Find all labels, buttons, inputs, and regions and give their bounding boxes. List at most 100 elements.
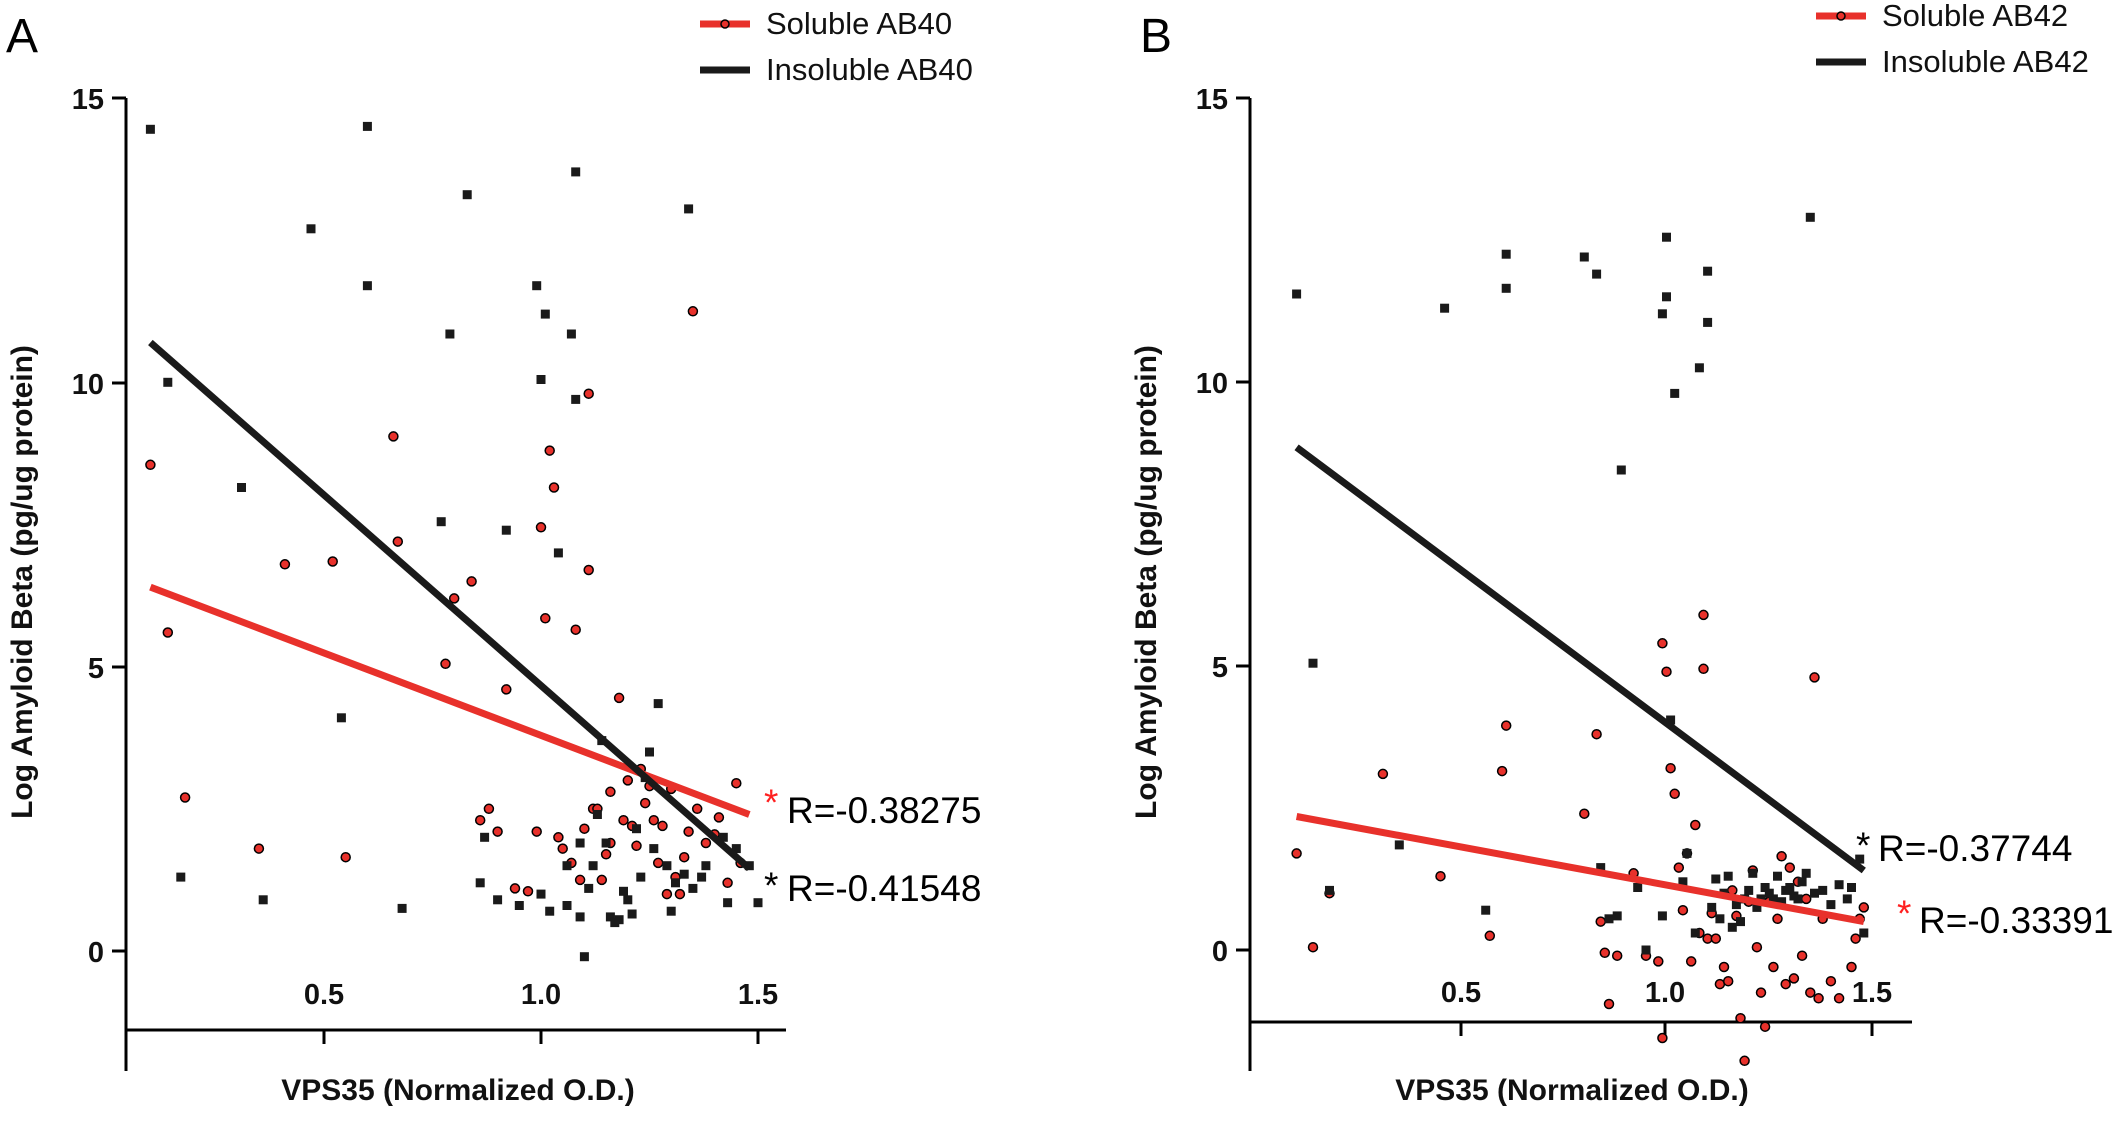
data-point-insoluble-ab42	[1657, 309, 1667, 319]
data-point-insoluble-ab40	[532, 281, 542, 291]
data-point-insoluble-ab40	[684, 204, 694, 214]
data-point-insoluble-ab42	[1810, 888, 1819, 898]
data-point-insoluble-ab40	[480, 832, 490, 842]
panel-a: A Soluble AB40 Insoluble AB40 15 10 5 0	[6, 6, 981, 1107]
r-annotation-soluble-ab42: * R=-0.33391	[1897, 893, 2113, 941]
data-point-insoluble-ab40	[237, 483, 246, 492]
legend-marker-soluble-ab40	[720, 19, 730, 29]
data-point-soluble-ab42	[1669, 788, 1680, 800]
data-point-insoluble-ab42	[1731, 900, 1741, 910]
data-point-soluble-ab40	[574, 874, 586, 886]
data-point-insoluble-ab42	[1859, 928, 1869, 938]
data-point-soluble-ab42	[1768, 961, 1779, 973]
data-point-insoluble-ab40	[662, 861, 672, 871]
data-point-soluble-ab40	[700, 837, 712, 849]
data-point-insoluble-ab40	[753, 898, 763, 908]
data-point-insoluble-ab42	[1727, 922, 1737, 932]
x-ticks-b: 0.5 1.0 1.5	[1441, 977, 1892, 1036]
data-point-insoluble-ab42	[1760, 883, 1770, 892]
x-tick-label-b: 0.5	[1441, 977, 1481, 1009]
data-point-insoluble-ab40	[688, 883, 698, 893]
data-point-soluble-ab40	[631, 840, 642, 852]
data-point-insoluble-ab40	[723, 898, 733, 908]
data-point-insoluble-ab42	[1682, 848, 1692, 858]
data-point-insoluble-ab42	[1579, 252, 1589, 262]
data-point-soluble-ab40	[639, 797, 651, 809]
data-point-insoluble-ab42	[1826, 900, 1836, 910]
data-point-insoluble-ab42	[1596, 863, 1606, 873]
data-point-insoluble-ab40	[701, 861, 711, 871]
data-point-soluble-ab40	[466, 576, 477, 587]
data-point-soluble-ab42	[1751, 941, 1763, 953]
data-point-insoluble-ab42	[1641, 945, 1651, 955]
data-point-soluble-ab42	[1661, 666, 1672, 677]
y-tick-label-a: 5	[88, 653, 104, 685]
data-point-soluble-ab40	[683, 826, 694, 837]
data-point-insoluble-ab40	[562, 901, 572, 910]
data-point-insoluble-ab42	[1834, 880, 1844, 890]
data-point-soluble-ab42	[1755, 987, 1767, 998]
data-point-insoluble-ab42	[1703, 317, 1713, 327]
data-point-insoluble-ab40	[475, 878, 485, 888]
data-point-insoluble-ab40	[645, 747, 654, 757]
data-point-soluble-ab42	[1805, 987, 1816, 998]
data-point-soluble-ab40	[388, 431, 399, 442]
data-point-insoluble-ab40	[679, 869, 689, 879]
legend-b: Soluble AB42 Insoluble AB42	[1816, 0, 2089, 79]
data-point-insoluble-ab42	[1756, 894, 1766, 904]
data-point-soluble-ab40	[340, 851, 351, 863]
data-point-soluble-ab42	[1780, 978, 1791, 990]
legend-label-insoluble-ab42: Insoluble AB42	[1882, 44, 2089, 79]
r-star-insoluble-ab40: *	[764, 865, 778, 906]
data-point-insoluble-ab42	[1777, 897, 1787, 907]
data-point-soluble-ab42	[1698, 663, 1709, 675]
data-point-insoluble-ab42	[1707, 902, 1717, 912]
r-value-soluble-ab42: R=-0.33391	[1919, 900, 2113, 941]
data-point-soluble-ab42	[1653, 956, 1664, 967]
data-point-insoluble-ab42	[1616, 465, 1626, 475]
data-point-insoluble-ab42	[1785, 883, 1795, 892]
data-point-insoluble-ab42	[1694, 363, 1704, 373]
data-point-insoluble-ab40	[588, 861, 598, 871]
r-annotation-soluble-ab40: * R=-0.38275	[764, 782, 981, 831]
data-point-insoluble-ab40	[731, 844, 741, 854]
x-ticks-a: 0.5 1.0 1.5	[304, 979, 778, 1044]
data-point-insoluble-ab42	[1481, 905, 1491, 915]
data-point-soluble-ab40	[583, 388, 594, 399]
data-point-insoluble-ab42	[1633, 883, 1643, 892]
series-insoluble-ab40	[145, 121, 763, 962]
data-point-soluble-ab40	[392, 536, 404, 547]
data-point-soluble-ab40	[583, 564, 594, 576]
y-tick-label-a: 15	[72, 84, 104, 116]
data-point-insoluble-ab40	[627, 909, 637, 919]
data-point-insoluble-ab42	[1855, 854, 1865, 864]
data-point-insoluble-ab42	[1805, 212, 1815, 222]
data-point-soluble-ab42	[1735, 1012, 1746, 1024]
data-point-insoluble-ab40	[697, 872, 707, 882]
data-point-soluble-ab42	[1595, 916, 1606, 927]
data-point-soluble-ab42	[1611, 950, 1623, 961]
data-point-insoluble-ab42	[1394, 840, 1404, 850]
data-point-soluble-ab42	[1846, 961, 1857, 973]
x-tick-label-b: 1.5	[1852, 977, 1892, 1009]
data-point-soluble-ab40	[179, 792, 191, 803]
data-point-soluble-ab40	[570, 624, 581, 635]
data-point-soluble-ab42	[1722, 975, 1734, 987]
data-point-insoluble-ab42	[1308, 658, 1318, 668]
data-point-insoluble-ab42	[1592, 269, 1602, 279]
data-point-soluble-ab42	[1579, 808, 1590, 819]
data-point-insoluble-ab42	[1292, 289, 1302, 299]
data-point-insoluble-ab40	[501, 525, 511, 535]
data-point-soluble-ab42	[1591, 728, 1602, 740]
data-point-soluble-ab40	[613, 692, 625, 704]
data-point-insoluble-ab40	[545, 906, 555, 916]
data-point-soluble-ab40	[448, 593, 460, 604]
data-point-soluble-ab40	[548, 482, 560, 493]
data-point-insoluble-ab40	[397, 903, 407, 913]
data-point-insoluble-ab40	[632, 824, 641, 834]
data-point-soluble-ab42	[1825, 975, 1837, 987]
data-point-insoluble-ab40	[571, 167, 581, 177]
data-point-soluble-ab40	[687, 306, 699, 317]
data-point-soluble-ab42	[1657, 1032, 1668, 1044]
data-point-soluble-ab40	[713, 812, 725, 823]
